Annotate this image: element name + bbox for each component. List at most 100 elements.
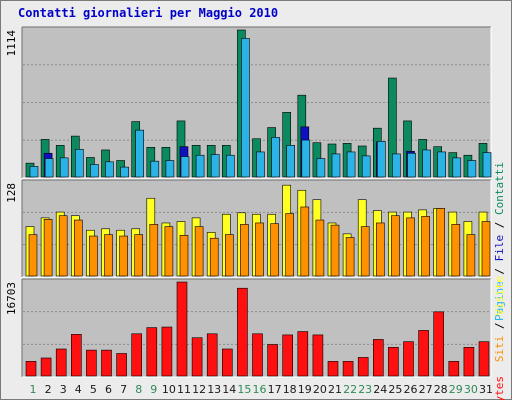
chart-title: Contatti giornalieri per Maggio 2010 [18, 6, 279, 20]
legend-pagine: Pagine [493, 281, 506, 321]
day-label-27: 27 [419, 383, 433, 396]
bar-kbytes-day-24 [372, 339, 384, 377]
bar-siti-day-9 [149, 224, 159, 277]
day-label-11: 11 [177, 383, 191, 396]
legend-contatti: Contatti [493, 162, 506, 215]
day-label-4: 4 [75, 383, 82, 396]
bar-siti-day-18 [285, 213, 295, 277]
bar-kbytes-day-21 [327, 361, 339, 377]
legend-middle: Siti / Visite [493, 276, 506, 362]
bar-contatti-day-24 [376, 141, 386, 178]
day-label-3: 3 [60, 383, 67, 396]
bar-contatti-day-1 [29, 166, 39, 178]
bar-siti-day-15 [240, 224, 249, 277]
day-label-17: 17 [268, 383, 282, 396]
bar-kbytes-day-7 [116, 353, 127, 377]
bar-kbytes-day-18 [282, 334, 294, 377]
bar-siti-day-14 [225, 234, 234, 277]
bar-contatti-day-17 [271, 137, 280, 178]
legend-separator: / [493, 215, 506, 235]
day-label-24: 24 [373, 383, 387, 396]
legend-file: File [493, 235, 506, 262]
day-label-30: 30 [464, 383, 478, 396]
y-max-label-middle: 128 [5, 183, 18, 203]
bar-siti-day-1 [28, 234, 38, 277]
day-label-6: 6 [105, 383, 112, 396]
legend-separator: / [493, 261, 506, 281]
day-label-9: 9 [150, 383, 157, 396]
bar-contatti-day-6 [105, 161, 114, 178]
bar-siti-day-3 [58, 215, 68, 277]
day-label-15: 15 [237, 383, 251, 396]
bar-kbytes-day-17 [267, 344, 278, 377]
bar-kbytes-day-19 [297, 331, 309, 377]
bar-contatti-day-28 [437, 151, 447, 178]
bar-contatti-day-8 [135, 129, 144, 178]
legend-separator: / [493, 316, 506, 336]
day-label-10: 10 [162, 383, 176, 396]
bar-contatti-day-4 [75, 148, 84, 178]
day-label-7: 7 [120, 383, 127, 396]
bar-siti-day-27 [421, 216, 430, 277]
day-label-2: 2 [45, 383, 52, 396]
bar-siti-day-11 [179, 235, 189, 277]
bar-contatti-day-19 [301, 139, 311, 178]
bar-contatti-day-13 [210, 154, 220, 178]
day-label-23: 23 [358, 383, 372, 396]
bar-siti-day-30 [466, 234, 476, 277]
bar-siti-day-2 [43, 219, 53, 277]
bar-kbytes-day-2 [40, 357, 52, 377]
bar-contatti-day-29 [452, 157, 462, 178]
bar-siti-day-22 [345, 237, 355, 277]
bar-kbytes-day-8 [131, 333, 142, 377]
bar-contatti-day-21 [331, 153, 341, 178]
legend-bottom: KBytes [493, 376, 506, 400]
bar-contatti-day-5 [90, 164, 99, 178]
bar-siti-day-7 [119, 235, 128, 277]
bar-siti-day-6 [104, 234, 113, 277]
legend-kbytes: KBytes [493, 376, 506, 400]
bar-siti-day-25 [391, 215, 400, 277]
bar-kbytes-day-27 [418, 330, 429, 377]
bar-contatti-day-3 [59, 157, 69, 178]
bar-siti-day-29 [451, 224, 461, 277]
bar-kbytes-day-10 [161, 326, 173, 377]
bar-siti-day-5 [89, 235, 98, 277]
day-label-19: 19 [298, 383, 312, 396]
bar-contatti-day-31 [482, 152, 492, 178]
bar-kbytes-day-30 [463, 346, 475, 377]
day-label-14: 14 [222, 383, 236, 396]
bar-siti-day-13 [209, 237, 219, 277]
day-label-21: 21 [328, 383, 342, 396]
bar-kbytes-day-25 [388, 346, 399, 377]
bar-kbytes-day-29 [448, 361, 460, 377]
bar-siti-day-16 [255, 222, 264, 277]
day-label-20: 20 [313, 383, 327, 396]
bar-contatti-day-11 [180, 156, 190, 178]
bar-contatti-day-26 [407, 152, 416, 178]
bar-kbytes-day-15 [237, 287, 248, 377]
bar-siti-day-4 [74, 219, 83, 277]
bar-kbytes-day-28 [433, 311, 445, 377]
day-label-31: 31 [479, 383, 493, 396]
bar-siti-day-26 [406, 217, 415, 277]
bar-kbytes-day-11 [176, 281, 188, 377]
bar-kbytes-day-4 [71, 334, 82, 377]
bar-contatti-day-27 [422, 149, 431, 178]
bar-kbytes-day-6 [101, 349, 112, 377]
day-label-29: 29 [449, 383, 463, 396]
bar-kbytes-day-3 [55, 348, 67, 377]
bar-contatti-day-7 [120, 166, 129, 178]
bar-siti-day-28 [436, 208, 446, 277]
bar-kbytes-day-13 [206, 333, 218, 377]
bar-siti-day-20 [315, 219, 325, 277]
day-label-16: 16 [253, 383, 267, 396]
bar-siti-day-12 [194, 226, 204, 277]
bar-contatti-day-23 [361, 155, 371, 178]
bar-contatti-day-16 [256, 151, 265, 178]
bar-kbytes-day-5 [86, 349, 97, 377]
bar-siti-day-23 [360, 226, 370, 277]
bar-kbytes-day-31 [478, 341, 490, 377]
bar-contatti-day-10 [165, 160, 175, 178]
